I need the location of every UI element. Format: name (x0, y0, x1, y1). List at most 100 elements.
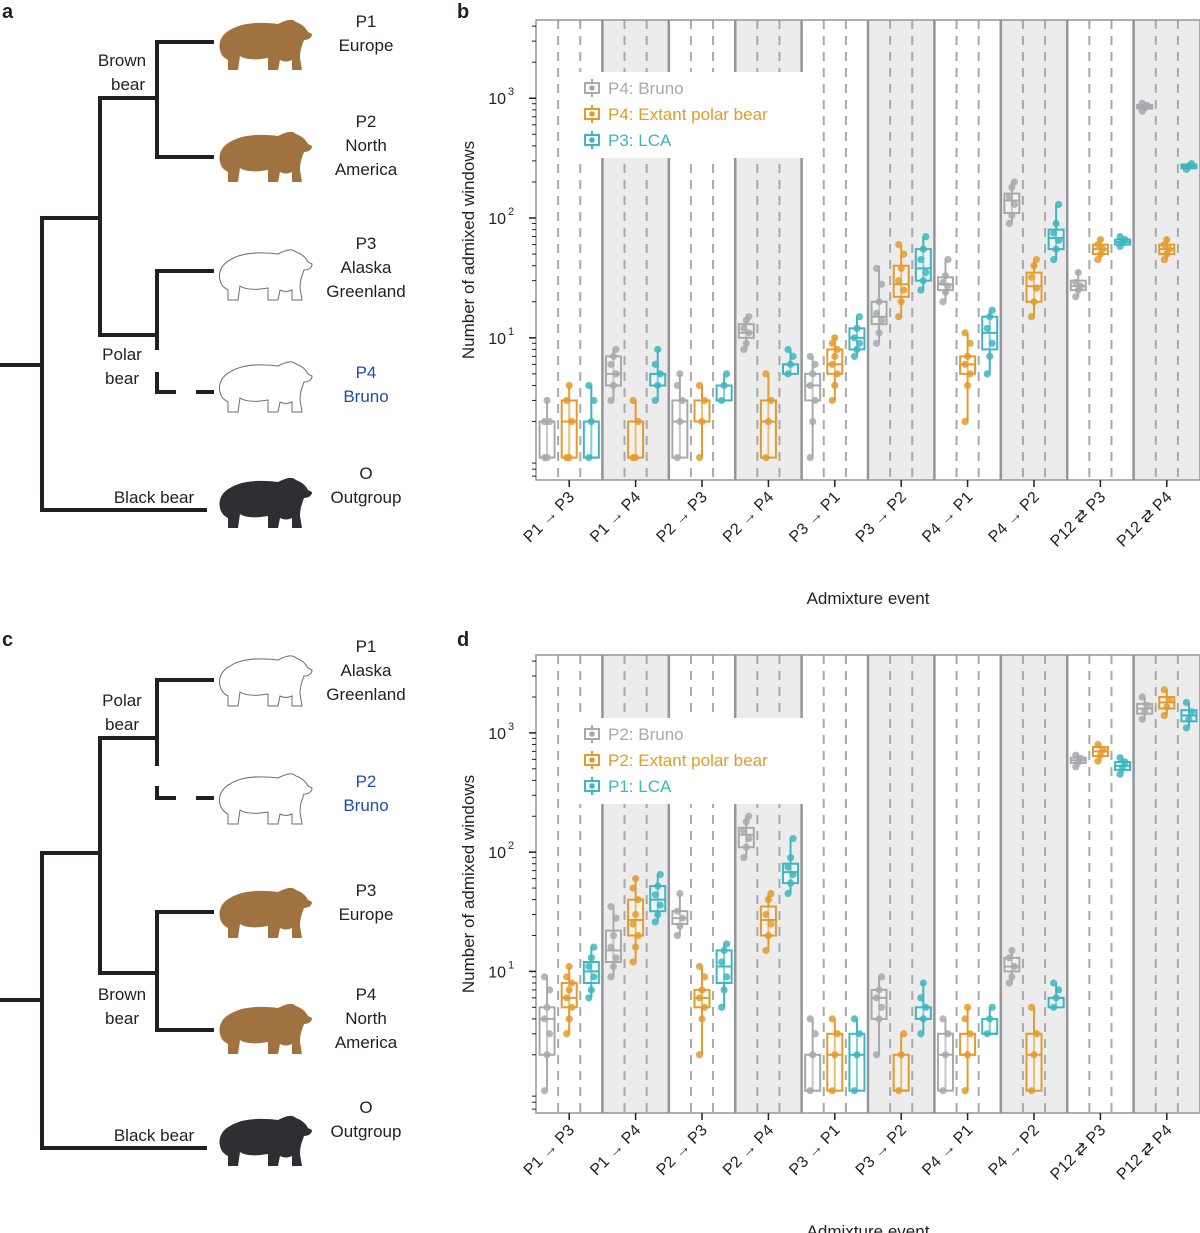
x-tick-label: P4 → P2 (986, 489, 1043, 546)
data-point (723, 973, 731, 981)
data-point (767, 396, 775, 405)
legend-box (578, 72, 816, 158)
clade-label-polar-bear-c2: bear (105, 715, 139, 734)
tree-a-taxon-labels: P1 Europe P2 North America P3 Alaska Gre… (326, 12, 405, 507)
data-point (1027, 273, 1036, 281)
data-point (809, 417, 817, 426)
data-point (806, 1015, 814, 1023)
panel-label-c: c (2, 629, 13, 651)
data-point (1163, 236, 1171, 244)
data-point (740, 324, 748, 332)
data-point (745, 812, 753, 820)
data-point (590, 396, 598, 405)
legend-label: P1: LCA (608, 777, 672, 796)
data-point (1008, 946, 1016, 955)
data-point (853, 324, 861, 332)
data-point (784, 345, 792, 354)
legend-dot (589, 731, 595, 737)
taxon-a5-line1: O (359, 464, 372, 483)
data-point (651, 918, 659, 926)
taxon-a1-line1: P1 (356, 12, 377, 31)
data-point (895, 240, 903, 249)
box (671, 399, 689, 459)
data-point (922, 269, 930, 277)
box-teal-1 (649, 345, 667, 405)
data-point (563, 1030, 571, 1038)
taxon-a3-line1: P3 (356, 234, 377, 253)
data-point (1099, 245, 1107, 253)
tree-a-bear-5 (219, 477, 312, 528)
box (604, 355, 622, 387)
data-point (568, 1003, 576, 1011)
data-point (540, 1087, 549, 1095)
data-point (654, 882, 662, 890)
box (759, 399, 777, 459)
data-point (944, 1030, 952, 1038)
box-teal-3 (782, 345, 800, 378)
taxon-c1-line1: P1 (356, 637, 377, 656)
tree-c-taxon-labels: P1 Alaska Greenland P2 Bruno P3 Europe P… (326, 637, 405, 1141)
data-point (855, 339, 864, 347)
tree-c-branches (0, 678, 214, 1150)
data-point (875, 1015, 883, 1023)
data-point (828, 339, 836, 347)
data-point (565, 986, 573, 994)
tree-a-dashed-branch (155, 372, 214, 394)
box (870, 988, 888, 1020)
data-point (609, 352, 618, 360)
data-point (811, 396, 819, 405)
box (936, 1032, 954, 1092)
taxon-c5-line1: O (359, 1098, 372, 1117)
data-point (900, 250, 908, 258)
data-point (855, 1030, 864, 1038)
data-point (1072, 751, 1080, 759)
data-point (1187, 159, 1196, 168)
taxon-c2-line2: Bruno (343, 796, 388, 815)
data-point (789, 352, 797, 360)
data-point (723, 370, 731, 378)
data-point (1052, 994, 1060, 1002)
data-point (1008, 973, 1016, 981)
data-point (964, 381, 972, 390)
data-point (587, 954, 595, 962)
polar-bear-icon (218, 361, 313, 413)
data-point (1030, 262, 1038, 270)
data-point (917, 1030, 925, 1038)
tree-c-bear-1 (218, 655, 313, 707)
x-tick-label: P4 → P2 (986, 1122, 1043, 1179)
data-point (1138, 693, 1146, 701)
y-tick-label-exponent: 3 (508, 86, 514, 98)
data-point (1072, 278, 1080, 287)
data-point (964, 352, 972, 360)
box-orange-8 (1091, 236, 1109, 264)
box-orange-9 (1158, 686, 1176, 720)
box-gray-7 (1003, 946, 1021, 987)
data-point (1138, 715, 1146, 723)
y-tick-label-exponent: 2 (508, 206, 514, 218)
data-point (831, 1051, 839, 1059)
data-point (609, 381, 618, 390)
data-point (961, 1087, 969, 1095)
data-point (742, 339, 750, 347)
box-orange-1 (627, 396, 645, 462)
data-point (1052, 219, 1060, 228)
box (538, 1006, 556, 1056)
legend-box (578, 718, 816, 804)
data-point (872, 1051, 881, 1059)
clade-label-brown-bear-c2: bear (105, 1009, 139, 1028)
taxon-a2-line2: North (345, 136, 387, 155)
data-point (1072, 293, 1080, 301)
y-tick-label-base: 10 (488, 91, 506, 108)
data-point (809, 1051, 817, 1059)
data-point (607, 973, 615, 981)
data-point (695, 962, 704, 971)
taxon-c5-line2: Outgroup (331, 1122, 402, 1141)
x-tick-label: P1 → P3 (521, 489, 578, 546)
data-point (1094, 740, 1102, 749)
data-point (1187, 708, 1196, 716)
box-orange-5 (892, 1030, 910, 1095)
taxon-a4-line2: Bruno (343, 387, 388, 406)
taxon-c1-line3: Greenland (326, 685, 405, 704)
data-point (612, 345, 620, 354)
